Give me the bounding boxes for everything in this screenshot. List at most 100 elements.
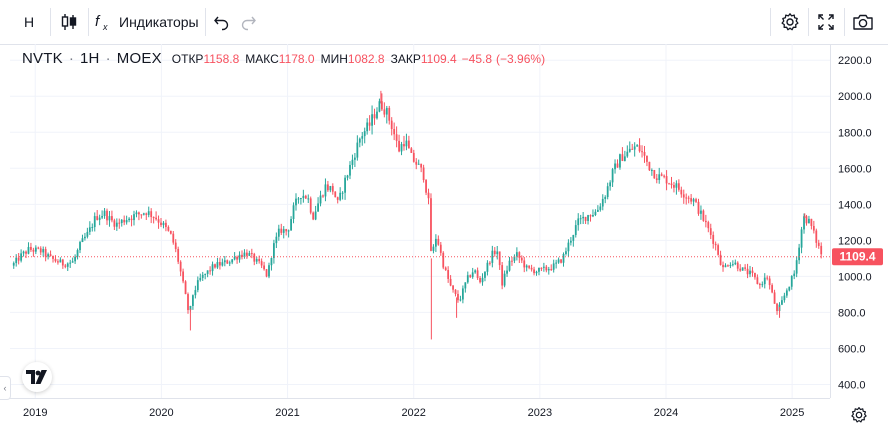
candle-body: [528, 265, 531, 268]
candle-body: [795, 260, 798, 274]
candle-body: [447, 270, 450, 279]
fullscreen-button[interactable]: [810, 0, 842, 44]
candle-body: [189, 305, 192, 311]
candle-body: [98, 217, 101, 220]
candle-body: [798, 247, 801, 261]
candle-body: [27, 246, 30, 254]
candle-body: [211, 264, 214, 272]
candle-body: [405, 140, 408, 147]
candle-body: [430, 198, 432, 251]
candle-body: [123, 219, 126, 223]
candle-body: [425, 180, 427, 193]
candle-body: [295, 198, 297, 206]
price-scale[interactable]: 2200.0 2000.0 1800.0 1600.0 1400.0 1200.0 1000…: [830, 44, 888, 398]
candle-body: [579, 218, 582, 220]
legend-close-label: ЗАКР: [390, 52, 421, 66]
candle-body: [648, 161, 651, 171]
candle-body: [34, 247, 37, 252]
candle-body: [71, 261, 74, 263]
candle-body: [84, 236, 86, 239]
legend-dot: ·: [105, 50, 111, 67]
candle-body: [783, 295, 786, 301]
scale-settings-button[interactable]: [830, 398, 888, 431]
legend-low-value: 1082.8: [347, 52, 385, 66]
candle-body: [196, 280, 199, 291]
candle-body: [793, 273, 796, 277]
candle-body: [771, 285, 774, 293]
candle-body: [803, 216, 805, 230]
toolbar-divider: [770, 8, 771, 36]
last-price-marker: 1109.4: [832, 248, 883, 266]
chart-type-button[interactable]: [52, 0, 86, 44]
snapshot-button[interactable]: [846, 0, 880, 44]
tradingview-logo[interactable]: [22, 362, 52, 392]
candle-body: [20, 253, 23, 261]
candle-body: [758, 284, 761, 286]
candle-body: [491, 250, 494, 263]
candle-body: [432, 246, 435, 251]
candle-body: [486, 262, 489, 272]
undo-button[interactable]: [210, 0, 234, 44]
candle-body: [258, 259, 261, 262]
candle-body: [341, 192, 344, 194]
plot-area[interactable]: [10, 44, 830, 398]
candle-body: [670, 183, 673, 186]
candle-body: [479, 277, 481, 283]
candle-body: [673, 185, 675, 188]
candle-body: [442, 252, 445, 268]
candle-body: [336, 197, 339, 200]
candle-body: [233, 256, 236, 260]
candle-body: [614, 163, 616, 170]
candle-body: [449, 278, 452, 286]
candle-body: [817, 242, 820, 246]
candle-body: [221, 262, 224, 266]
candle-body: [653, 170, 656, 179]
svg-text:f: f: [95, 13, 101, 30]
candle-body: [420, 163, 423, 168]
candle-body: [685, 197, 688, 199]
undo-icon: [214, 16, 229, 31]
candle-body: [214, 264, 216, 268]
candle-body: [12, 263, 15, 266]
candle-body: [776, 303, 778, 312]
candle-body: [277, 228, 280, 237]
settings-button[interactable]: [774, 0, 806, 44]
candle-body: [243, 252, 246, 258]
candle-body: [47, 254, 50, 257]
indicators-button[interactable]: f x Индикаторы: [92, 0, 204, 44]
interval-button[interactable]: Н: [10, 0, 48, 44]
candle-body: [155, 217, 157, 220]
candle-body: [366, 122, 369, 132]
candle-body: [74, 256, 77, 262]
candle-body: [820, 245, 823, 255]
candle-body: [268, 265, 270, 277]
candle-body: [641, 151, 643, 153]
time-scale[interactable]: 2019 2020 2021 2022 2023 2024 2025: [10, 398, 830, 432]
candle-body: [773, 292, 776, 304]
candle-body: [606, 186, 609, 198]
scroll-left-handle[interactable]: ‹: [0, 376, 11, 400]
candle-body: [631, 148, 634, 150]
candle-body: [361, 136, 364, 139]
candle-body: [353, 157, 356, 160]
candle-body: [285, 229, 288, 232]
redo-button[interactable]: [236, 0, 260, 44]
candle-body: [317, 203, 319, 212]
candle-body: [665, 176, 668, 184]
price-chart[interactable]: [10, 44, 830, 398]
candle-body: [407, 140, 410, 149]
candle-body: [248, 253, 251, 256]
time-axis[interactable]: 2019 2020 2021 2022 2023 2024 2025: [10, 399, 830, 432]
candle-body: [157, 219, 160, 223]
candle-body: [567, 242, 570, 252]
candle-body: [523, 260, 526, 268]
price-axis[interactable]: 2200.0 2000.0 1800.0 1600.0 1400.0 1200.0 1000…: [831, 44, 888, 398]
fx-icon: f x: [95, 13, 108, 32]
candle-body: [734, 262, 737, 265]
candle-body: [417, 163, 420, 165]
candle-body: [633, 146, 636, 150]
candle-body: [52, 255, 54, 259]
candle-body: [525, 265, 528, 268]
legend-symbol[interactable]: NVTK: [22, 50, 63, 67]
candle-body: [319, 195, 322, 204]
